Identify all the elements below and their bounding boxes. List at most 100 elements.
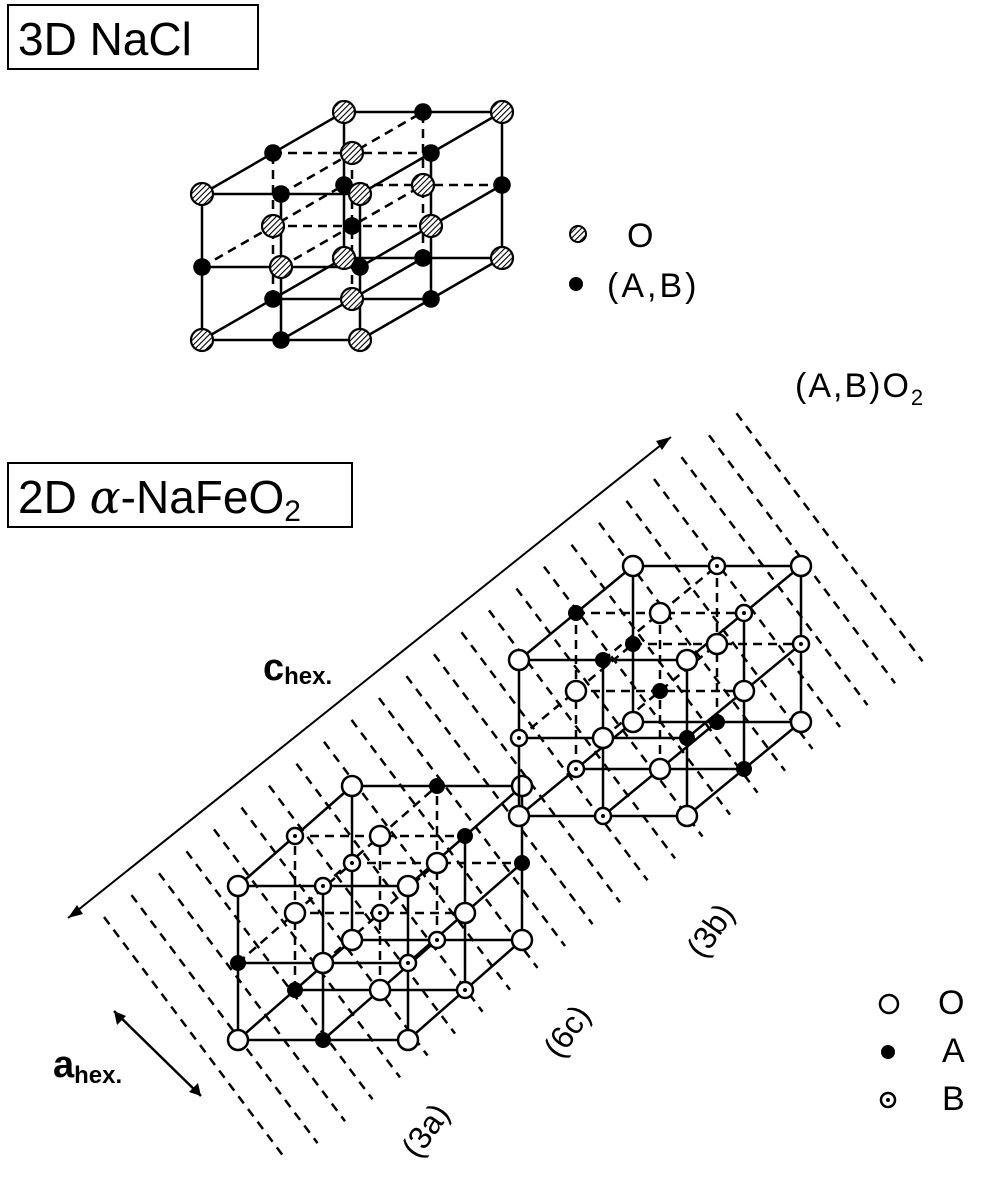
oxygen-atom (425, 851, 449, 875)
layer-plane-line (680, 456, 869, 706)
c-hex-label: chex. (263, 647, 332, 690)
b-cation-atom-center (715, 564, 719, 568)
lattice-bond (602, 565, 718, 661)
b-cation-atom-center (799, 642, 803, 646)
oxygen-atom (510, 928, 534, 952)
a-cation-atom (625, 636, 641, 652)
a-hex-label: ahex. (53, 1044, 122, 1089)
layer-plane-line (515, 587, 704, 838)
dotted-circle-icon-center (886, 1098, 890, 1102)
nacl-title: 3D NaCl (18, 13, 192, 65)
nafeo2-title: 2D α-NaFeO2 (18, 470, 301, 528)
a-cation-atom (709, 714, 725, 730)
nafeo2-upper-cube (507, 554, 813, 828)
b-cation-atom-center (350, 861, 354, 865)
oxygen-atom (340, 774, 364, 798)
a-cation-atom (193, 258, 211, 276)
nafeo2-title-alpha: α (90, 470, 121, 524)
a-cation-atom (422, 144, 440, 162)
layer-plane-line (350, 719, 539, 969)
b-cation-atom-center (517, 736, 521, 740)
site-labels: (3a) (6c) (3b) (394, 897, 741, 1164)
a-cation-atom (414, 249, 432, 267)
oxygen-atom (410, 172, 436, 198)
nafeo2-title-subscript: 2 (284, 495, 301, 528)
oxygen-atom (648, 757, 672, 781)
layer-plane-line (240, 806, 429, 1057)
filled-circle-icon (881, 1045, 895, 1059)
nacl-legend: O (A,B) (569, 217, 696, 305)
oxygen-atom (591, 726, 615, 750)
layer-plane-line (405, 675, 594, 925)
layer-plane-line (185, 850, 374, 1101)
b-cation-atom-center (293, 834, 297, 838)
layer-plane-line (158, 872, 346, 1122)
a-cation-atom (414, 103, 432, 121)
lattice-bond (518, 643, 634, 739)
oxygen-atom (705, 632, 729, 656)
oxygen-atom (347, 327, 373, 353)
oxygen-atom (564, 679, 588, 703)
oxygen-atom (260, 213, 286, 239)
layer-plane-line (378, 697, 566, 947)
oxygen-atom (226, 1028, 250, 1052)
a-cation-atom (272, 331, 290, 349)
oxygen-atom (189, 327, 215, 353)
filled-circle-icon (569, 277, 583, 291)
oxygen-atom (489, 99, 515, 125)
a-cation-atom (422, 290, 440, 308)
b-cation-atom-center (574, 767, 578, 771)
b-cation-atom-center (406, 961, 410, 965)
formula-subscript: 2 (911, 385, 925, 410)
oxygen-atom (339, 140, 365, 166)
a-cation-atom (429, 778, 445, 794)
a-cation-atom (457, 828, 473, 844)
a-cation-atom (335, 176, 353, 194)
open-circle-icon (878, 993, 900, 1015)
oxygen-atom (331, 245, 357, 271)
layer-plane-line (213, 828, 401, 1079)
a-cation-atom (343, 217, 361, 235)
site-label-3a: (3a) (394, 1097, 456, 1164)
oxygen-atom (368, 824, 392, 848)
oxygen-atom (453, 901, 477, 925)
oxygen-atom (675, 804, 699, 828)
nafeo2-legend: O A B (878, 984, 965, 1118)
oxygen-atom (507, 804, 531, 828)
oxygen-atom (621, 710, 645, 734)
b-cation-atom-center (378, 911, 382, 915)
a-cation-atom (351, 258, 369, 276)
b-cation-atom-center (601, 814, 605, 818)
a-cation-atom (514, 855, 530, 871)
a-cation-atom (679, 730, 695, 746)
layer-plane-line (295, 762, 484, 1013)
layer-plane-line (460, 631, 649, 882)
a-cation-atom (493, 176, 511, 194)
c-hex-axis: chex. (67, 436, 672, 919)
b-cation-atom-center (435, 938, 439, 942)
nacl-legend-o-label: O (627, 217, 653, 255)
layer-plane-line (653, 478, 841, 728)
a-cation-atom (736, 761, 752, 777)
b-cation-atom-center (463, 988, 467, 992)
oxygen-atom (789, 554, 813, 578)
site-label-6c: (6c) (536, 998, 597, 1064)
oxygen-atom (510, 774, 534, 798)
nafeo2-title-prefix: 2D (18, 471, 90, 523)
oxygen-atom (789, 710, 813, 734)
a-cation-atom (272, 185, 290, 203)
a-cation-atom (595, 652, 611, 668)
oxygen-atom (311, 951, 335, 975)
layer-plane-line (625, 500, 814, 750)
layer-plane-line (708, 434, 896, 684)
a-cation-atom (287, 982, 303, 998)
nafeo2-lower-cube (226, 774, 534, 1052)
oxygen-atom (226, 874, 250, 898)
oxygen-atom (489, 245, 515, 271)
a-cation-atom (230, 955, 246, 971)
formula-main: (A,B)O (795, 367, 911, 405)
oxygen-atom (732, 679, 756, 703)
a-cation-atom (652, 683, 668, 699)
nacl-rock-salt-cube (189, 99, 515, 353)
oxygen-atom (347, 181, 373, 207)
